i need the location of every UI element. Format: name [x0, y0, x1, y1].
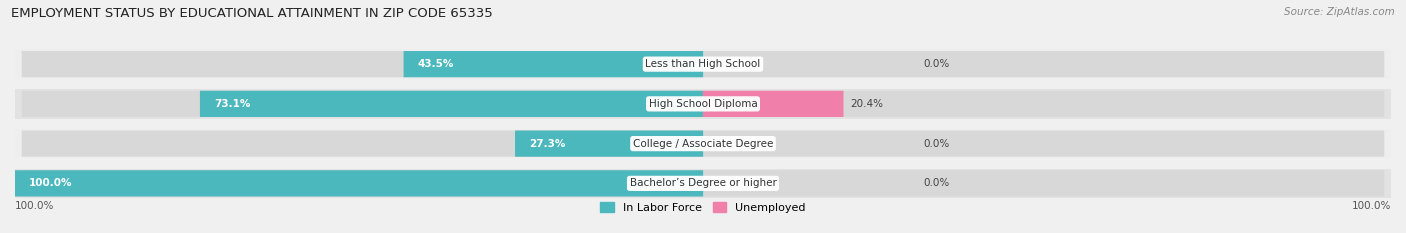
Text: 0.0%: 0.0% — [924, 59, 949, 69]
FancyBboxPatch shape — [200, 91, 703, 117]
Text: 27.3%: 27.3% — [529, 139, 565, 149]
FancyBboxPatch shape — [515, 130, 703, 157]
Text: 0.0%: 0.0% — [924, 178, 949, 188]
Text: 100.0%: 100.0% — [15, 201, 55, 211]
Legend: In Labor Force, Unemployed: In Labor Force, Unemployed — [596, 198, 810, 217]
Bar — [15, 49, 1391, 79]
Text: EMPLOYMENT STATUS BY EDUCATIONAL ATTAINMENT IN ZIP CODE 65335: EMPLOYMENT STATUS BY EDUCATIONAL ATTAINM… — [11, 7, 494, 20]
Text: 73.1%: 73.1% — [214, 99, 250, 109]
FancyBboxPatch shape — [21, 130, 1385, 157]
Text: High School Diploma: High School Diploma — [648, 99, 758, 109]
FancyBboxPatch shape — [21, 51, 1385, 77]
FancyBboxPatch shape — [15, 170, 703, 196]
Text: 100.0%: 100.0% — [1351, 201, 1391, 211]
Text: 43.5%: 43.5% — [418, 59, 454, 69]
Text: 0.0%: 0.0% — [924, 139, 949, 149]
Text: Bachelor’s Degree or higher: Bachelor’s Degree or higher — [630, 178, 776, 188]
Bar — [15, 89, 1391, 119]
Text: 20.4%: 20.4% — [851, 99, 883, 109]
Text: College / Associate Degree: College / Associate Degree — [633, 139, 773, 149]
FancyBboxPatch shape — [21, 170, 1385, 196]
Bar — [15, 129, 1391, 158]
FancyBboxPatch shape — [404, 51, 703, 77]
Text: 100.0%: 100.0% — [28, 178, 72, 188]
Text: Less than High School: Less than High School — [645, 59, 761, 69]
FancyBboxPatch shape — [21, 91, 1385, 117]
Text: Source: ZipAtlas.com: Source: ZipAtlas.com — [1284, 7, 1395, 17]
Bar — [15, 169, 1391, 198]
FancyBboxPatch shape — [703, 91, 844, 117]
